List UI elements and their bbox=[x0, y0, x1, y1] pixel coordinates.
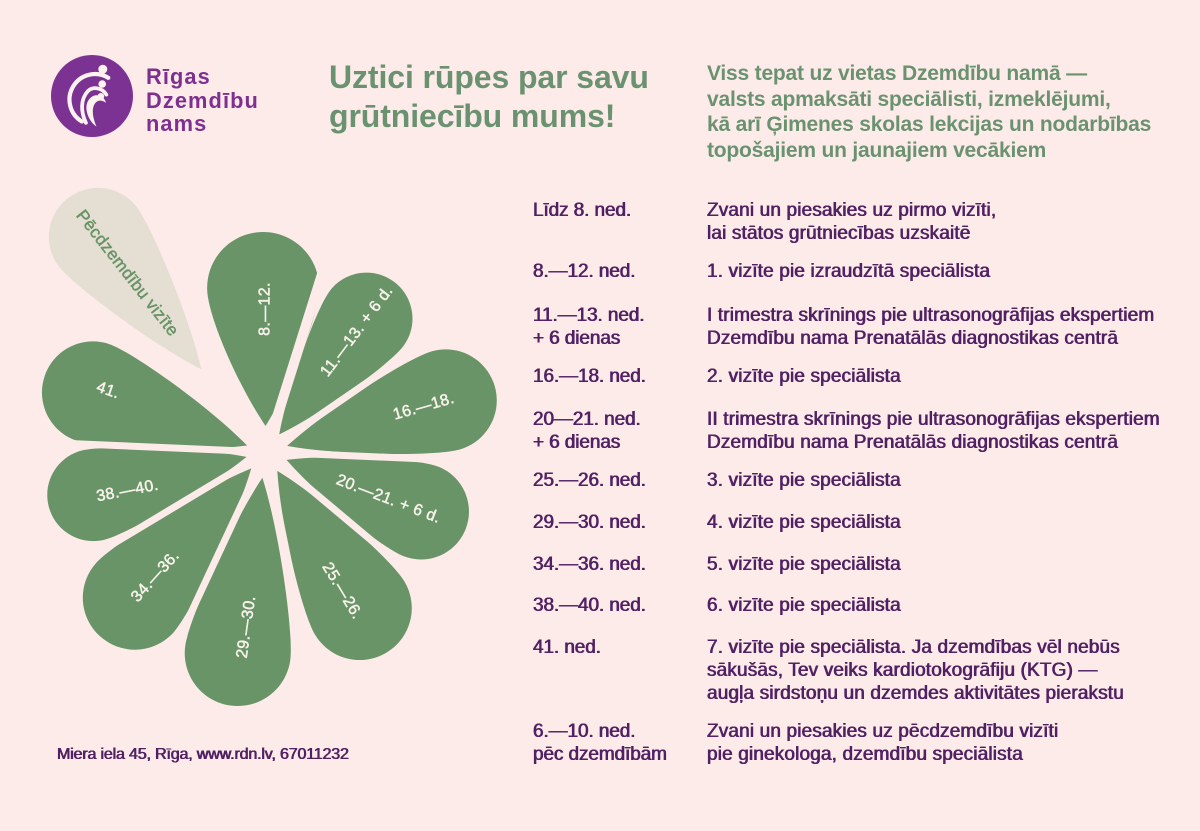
svg-text:8.—12.: 8.—12. bbox=[256, 282, 273, 336]
